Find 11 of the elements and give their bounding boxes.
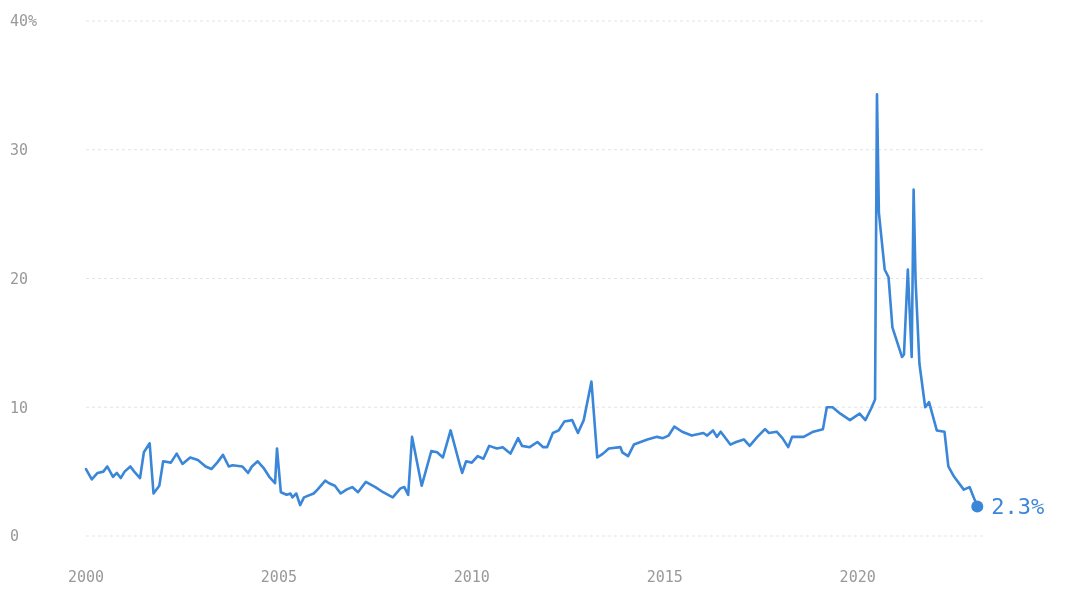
x-tick-label: 2010 [453,568,490,586]
y-tick-label: 30 [10,141,29,159]
data-label: 2.3% [991,494,1045,520]
y-tick-label: 40% [10,12,38,31]
y-tick-label: 10 [10,398,29,417]
y-tick-label: 0 [10,527,20,546]
y-tick-label: 20 [10,269,29,288]
x-tick-label: 2015 [646,568,683,586]
x-tick-label: 2000 [67,568,105,586]
x-tick-label: 2005 [260,568,297,586]
x-tick-label: 2020 [839,568,876,586]
